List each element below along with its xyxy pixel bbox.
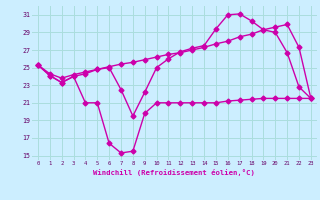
X-axis label: Windchill (Refroidissement éolien,°C): Windchill (Refroidissement éolien,°C) xyxy=(93,169,255,176)
